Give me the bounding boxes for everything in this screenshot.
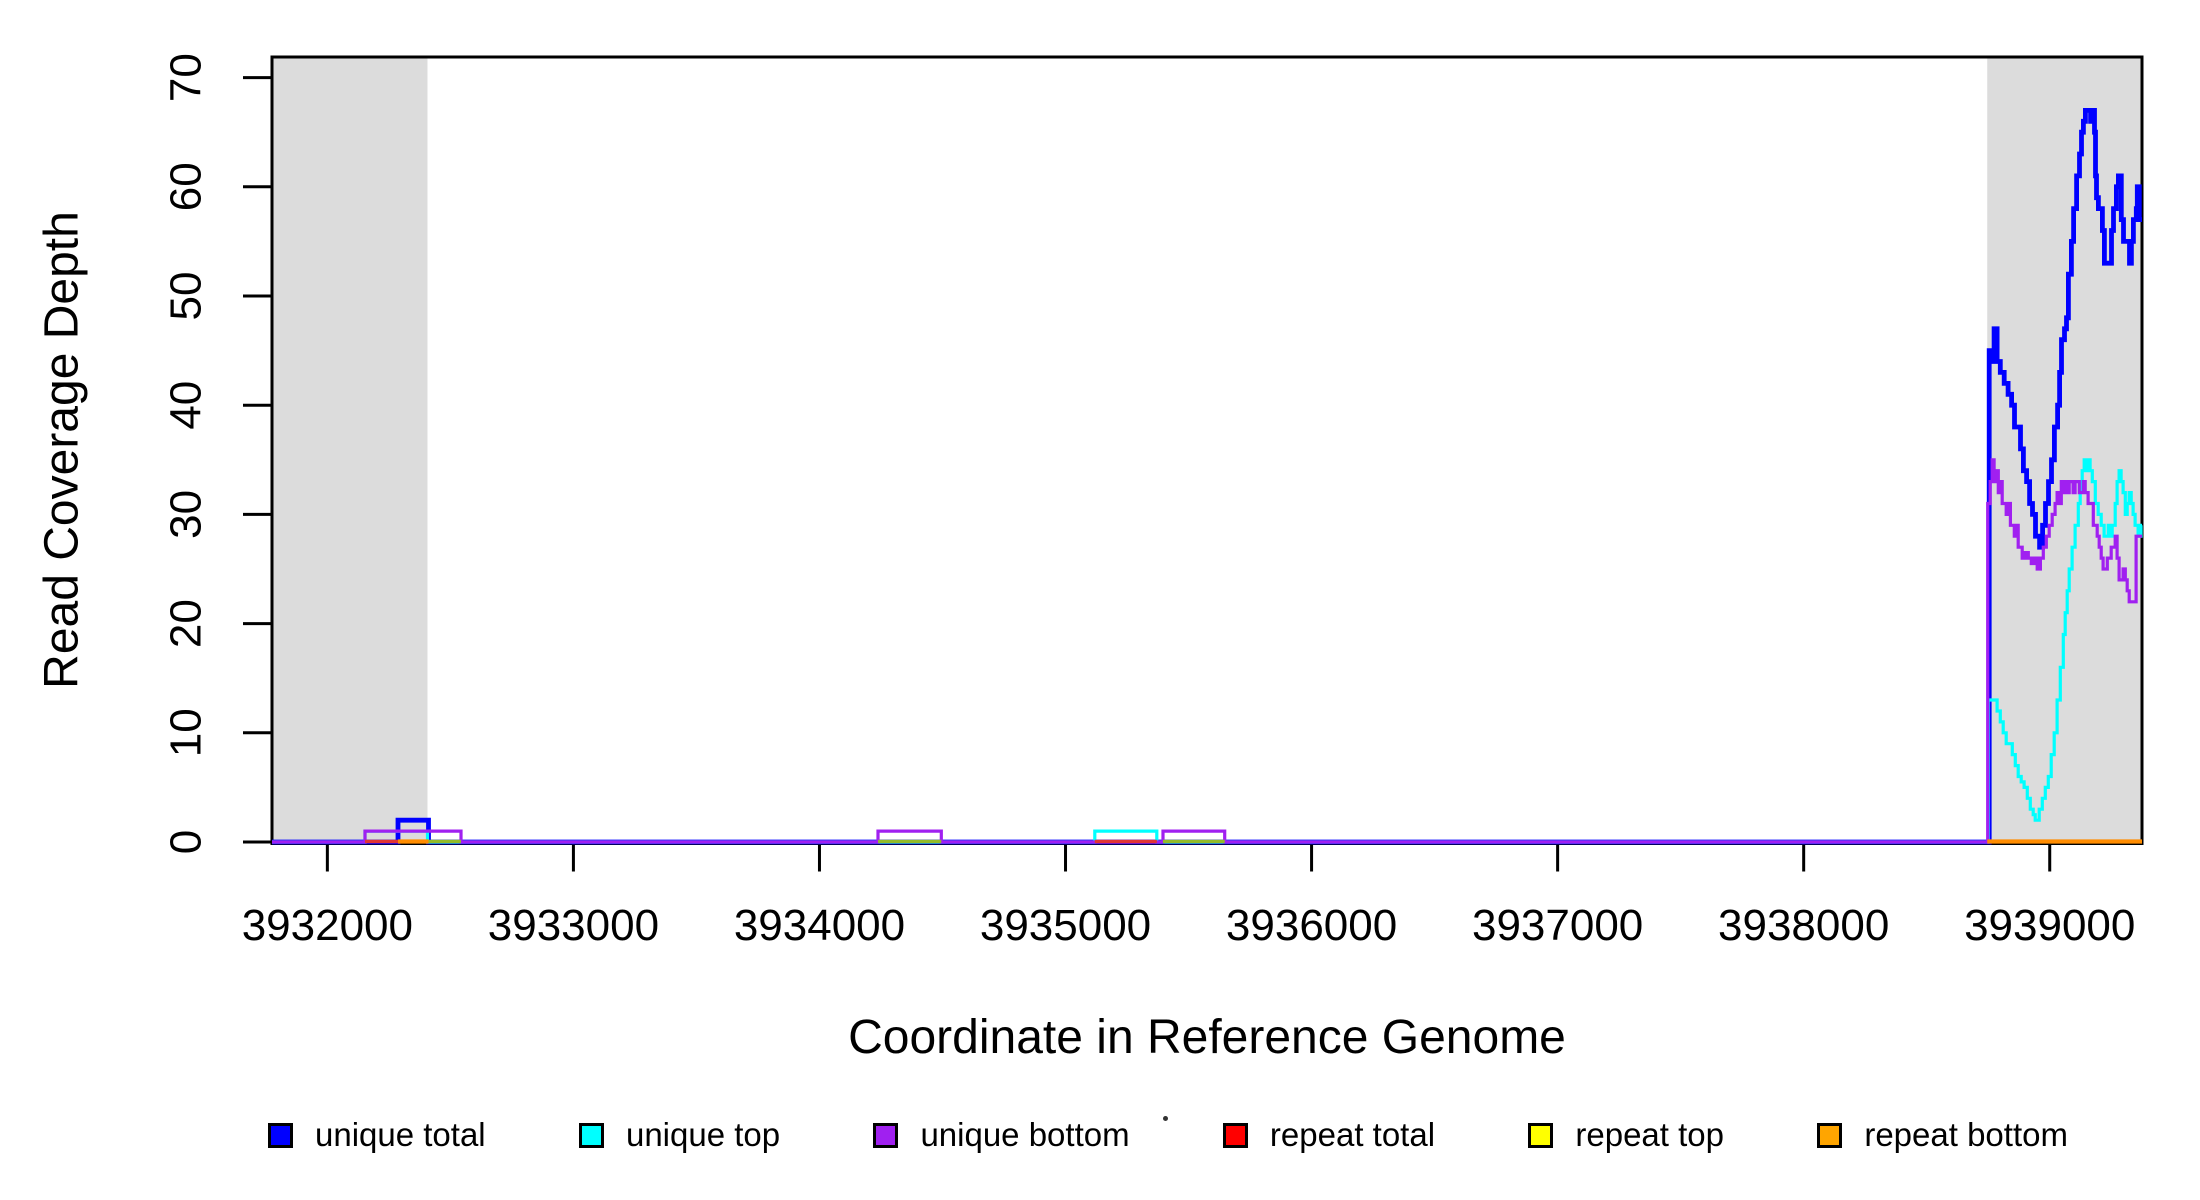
y-tick-label-group: 60 [161, 162, 210, 211]
x-tick-label: 3939000 [1964, 901, 2135, 950]
legend-swatch-icon [1817, 1122, 1843, 1148]
legend-label: unique bottom [920, 1116, 1130, 1153]
legend-label: unique total [315, 1116, 486, 1153]
legend-item-unique-bottom: unique bottom [873, 1116, 1130, 1154]
y-tick-label-group: 40 [161, 381, 210, 430]
legend-swatch-icon [578, 1122, 604, 1148]
y-tick-label: 0 [161, 830, 210, 854]
legend-item-unique-total: unique total [268, 1116, 486, 1154]
legend-label: repeat total [1269, 1116, 1436, 1153]
legend-item-repeat-top: repeat top [1528, 1116, 1724, 1154]
legend-label: repeat top [1575, 1116, 1724, 1153]
y-tick-label-group: 10 [161, 708, 210, 757]
legend-item-repeat-total: repeat total [1222, 1116, 1436, 1154]
y-tick-label-group: 70 [161, 53, 210, 102]
y-tick-label: 20 [161, 599, 210, 648]
legend-swatch-icon [1528, 1122, 1554, 1148]
x-tick-label: 3937000 [1472, 901, 1643, 950]
y-tick-label: 70 [161, 53, 210, 102]
plot-box [270, 55, 2144, 845]
y-tick-label: 50 [161, 272, 210, 321]
legend-label: repeat bottom [1864, 1116, 2068, 1153]
legend-swatch-icon [873, 1122, 899, 1148]
x-tick-label: 3935000 [980, 901, 1151, 950]
x-axis-title: Coordinate in Reference Genome [848, 1011, 1566, 1064]
y-axis-title: Read Coverage Depth [35, 211, 89, 689]
stray-dot-mark [1163, 1116, 1168, 1121]
y-tick-label-group: 30 [161, 490, 210, 539]
legend-item-repeat-bottom: repeat bottom [1817, 1116, 2068, 1154]
y-tick-label: 40 [161, 381, 210, 430]
legend-item-unique-top: unique top [578, 1116, 781, 1154]
x-tick-label: 3936000 [1226, 901, 1397, 950]
y-tick-label-group: 20 [161, 599, 210, 648]
y-tick-label: 60 [161, 162, 210, 211]
y-tick-label-group: 0 [161, 830, 210, 854]
series-unique-bottom [272, 458, 2142, 844]
shaded-region [272, 57, 428, 844]
series-unique-total [272, 108, 2142, 845]
legend-label: unique top [625, 1116, 781, 1153]
y-tick-label: 10 [161, 708, 210, 757]
y-tick-label: 30 [161, 490, 210, 539]
legend: unique total unique top unique bottom repea… [268, 1110, 2068, 1160]
x-tick-label: 3938000 [1718, 901, 1889, 950]
x-tick-label: 3933000 [488, 901, 659, 950]
y-tick-label-group: 50 [161, 272, 210, 321]
legend-swatch-icon [1222, 1122, 1248, 1148]
series-unique-top [272, 458, 2143, 844]
x-tick-label: 3934000 [734, 901, 905, 950]
legend-swatch-icon [268, 1122, 293, 1148]
x-tick-label: 3932000 [242, 901, 413, 950]
